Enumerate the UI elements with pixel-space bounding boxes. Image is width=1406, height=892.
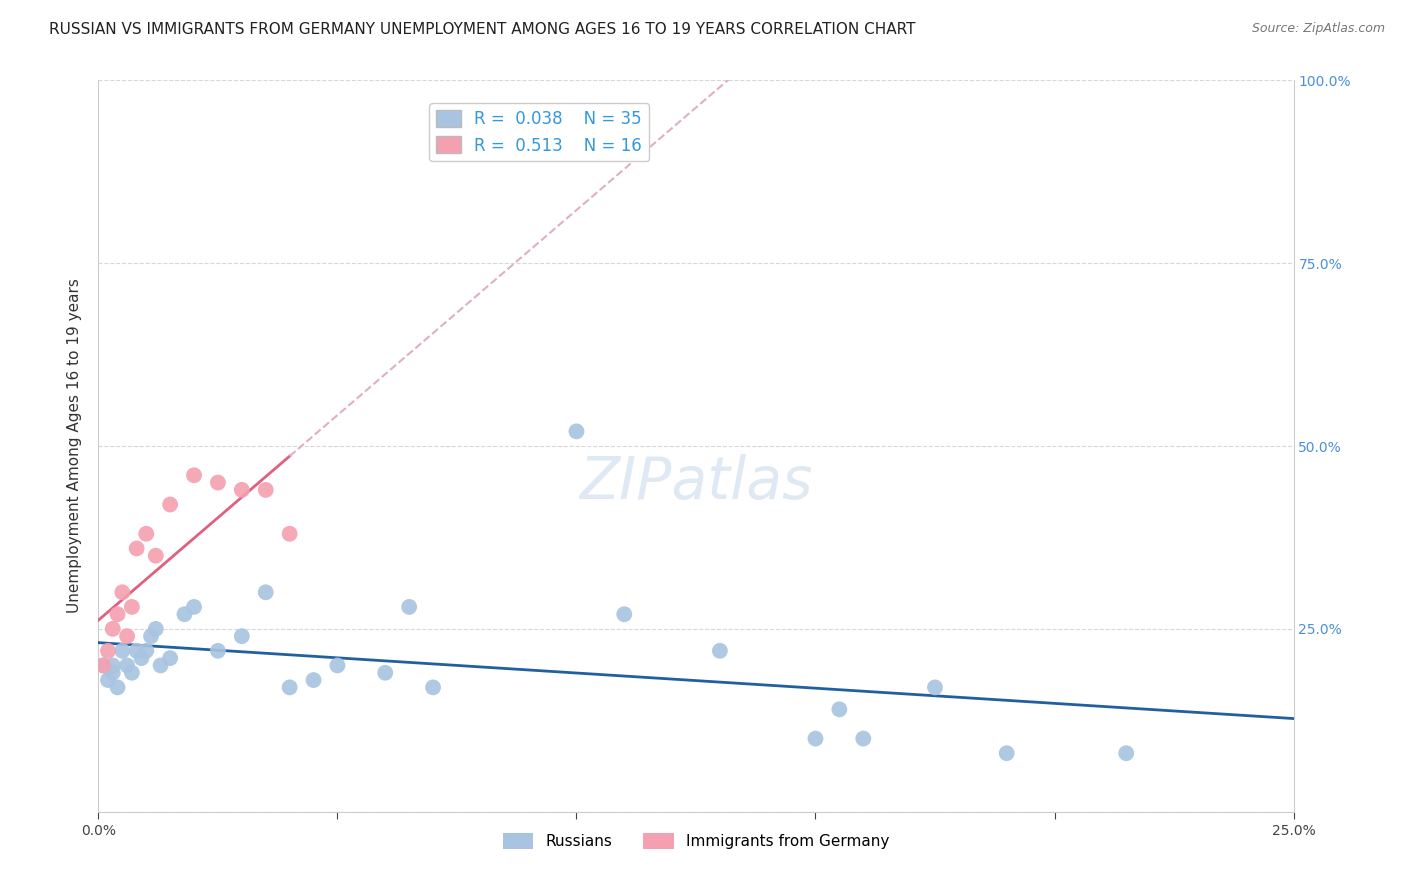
Point	[97, 644, 120, 658]
Point	[924, 681, 946, 695]
Point	[231, 483, 253, 497]
Point	[278, 526, 301, 541]
Point	[374, 665, 396, 680]
Legend: Russians, Immigrants from Germany: Russians, Immigrants from Germany	[496, 827, 896, 855]
Point	[131, 651, 153, 665]
Point	[125, 541, 148, 556]
Point	[852, 731, 875, 746]
Point	[254, 585, 277, 599]
Text: ZIPatlas: ZIPatlas	[579, 454, 813, 511]
Point	[107, 681, 129, 695]
Point	[828, 702, 851, 716]
Point	[613, 607, 636, 622]
Point	[183, 468, 205, 483]
Point	[135, 644, 157, 658]
Point	[145, 622, 167, 636]
Point	[121, 599, 143, 614]
Point	[145, 549, 167, 563]
Text: Source: ZipAtlas.com: Source: ZipAtlas.com	[1251, 22, 1385, 36]
Point	[565, 425, 588, 439]
Point	[183, 599, 205, 614]
Point	[278, 681, 301, 695]
Point	[302, 673, 325, 687]
Point	[995, 746, 1018, 760]
Point	[135, 526, 157, 541]
Point	[91, 658, 114, 673]
Point	[101, 622, 124, 636]
Text: RUSSIAN VS IMMIGRANTS FROM GERMANY UNEMPLOYMENT AMONG AGES 16 TO 19 YEARS CORREL: RUSSIAN VS IMMIGRANTS FROM GERMANY UNEMP…	[49, 22, 915, 37]
Point	[231, 629, 253, 643]
Point	[159, 498, 181, 512]
Point	[115, 658, 138, 673]
Point	[139, 629, 162, 643]
Point	[254, 483, 277, 497]
Point	[121, 665, 143, 680]
Point	[709, 644, 731, 658]
Point	[422, 681, 444, 695]
Point	[207, 644, 229, 658]
Point	[207, 475, 229, 490]
Point	[149, 658, 172, 673]
Point	[398, 599, 420, 614]
Point	[101, 665, 124, 680]
Point	[115, 629, 138, 643]
Point	[159, 651, 181, 665]
Point	[173, 607, 195, 622]
Point	[804, 731, 827, 746]
Point	[1115, 746, 1137, 760]
Point	[101, 658, 124, 673]
Point	[107, 607, 129, 622]
Point	[326, 658, 349, 673]
Point	[91, 658, 114, 673]
Point	[125, 644, 148, 658]
Point	[97, 673, 120, 687]
Point	[111, 585, 134, 599]
Y-axis label: Unemployment Among Ages 16 to 19 years: Unemployment Among Ages 16 to 19 years	[67, 278, 83, 614]
Point	[111, 644, 134, 658]
